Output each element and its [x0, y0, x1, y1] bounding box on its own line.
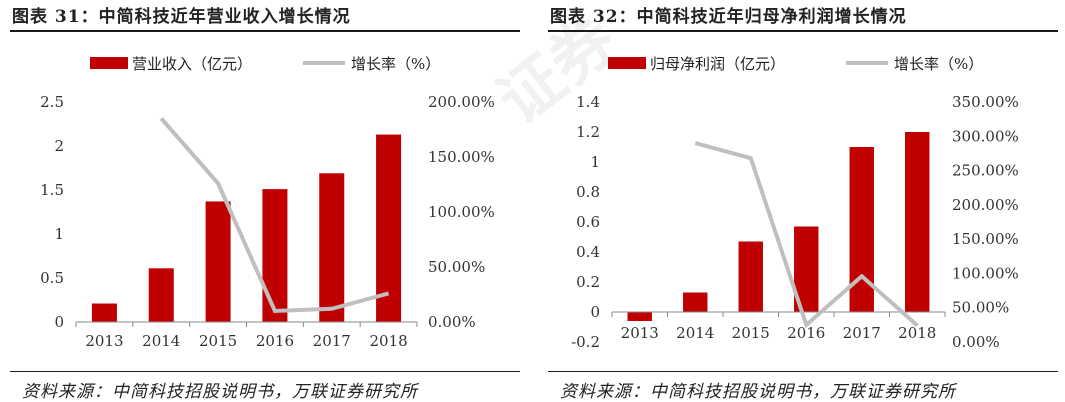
legend-bar-swatch [608, 57, 646, 69]
source-note: 资料来源：中简科技招股说明书，万联证券研究所 [560, 382, 956, 402]
y-left-tick-label: 0.5 [40, 269, 64, 287]
title-rule [548, 30, 1058, 32]
chart-net-profit: 归母净利润（亿元） 增长率（%） -0.2 0 0.2 0.4 0.6 0.8 1 1.2 1.4 0… [571, 55, 1019, 351]
y-left-tick-label: 0 [54, 313, 64, 331]
y-left-tick-label: 1.5 [40, 181, 64, 199]
y-right-tick-label: 150.00% [952, 230, 1019, 248]
growth-line [694, 141, 919, 329]
y-right-tick-label: 100.00% [952, 264, 1019, 282]
growth-line [159, 117, 390, 314]
x-tick-label: 2016 [256, 332, 294, 350]
y-right-tick-label: 200.00% [428, 93, 495, 111]
figure-title: 图表 31：中简科技近年营业收入增长情况 [12, 7, 351, 27]
title-rule [10, 30, 520, 32]
bar [205, 201, 231, 322]
bar [738, 241, 763, 312]
figure-title: 图表 32：中简科技近年归母净利润增长情况 [550, 7, 907, 27]
y-left-tick-label: 2 [54, 137, 64, 155]
y-left-tick-label: 0.2 [576, 273, 600, 291]
y-right-tick-label: 0.00% [428, 313, 476, 331]
y-left-tick-label: -0.2 [571, 333, 600, 351]
y-right-tick-label: 50.00% [952, 299, 1009, 317]
x-tick-label: 2015 [199, 332, 237, 350]
y-right-tick-label: 250.00% [952, 162, 1019, 180]
legend-bar-swatch [90, 57, 128, 69]
chart-panel-left: 图表 31：中简科技近年营业收入增长情况 营业收入（亿元） 增长率（%） 0 0.5 1… [10, 0, 520, 402]
x-tick-label: 2017 [843, 324, 881, 342]
legend-bar-label: 归母净利润（亿元） [650, 55, 785, 73]
chart-revenue: 营业收入（亿元） 增长率（%） 0 0.5 1 1.5 2 2.5 0.00% 50.00% 100… [40, 55, 495, 350]
y-left-tick-label: 1.2 [576, 123, 600, 141]
legend-line-label: 增长率（%） [894, 55, 983, 73]
y-right-tick-label: 200.00% [952, 196, 1019, 214]
x-tick-label: 2014 [142, 332, 180, 350]
y-left-tick-label: 1 [590, 153, 600, 171]
y-right-tick-label: 150.00% [428, 148, 495, 166]
source-rule [548, 371, 1058, 372]
x-tick-label: 2017 [313, 332, 351, 350]
y-right-tick-label: 300.00% [952, 127, 1019, 145]
bar [905, 132, 930, 312]
x-tick-label: 2018 [898, 324, 936, 342]
source-rule [10, 371, 520, 372]
y-left-tick-label: 2.5 [40, 93, 64, 111]
bar [627, 312, 652, 321]
y-right-tick-label: 0.00% [952, 333, 1000, 351]
y-left-tick-label: 0.8 [576, 183, 600, 201]
y-left-tick-label: 0 [590, 303, 600, 321]
x-tick-label: 2015 [732, 324, 770, 342]
legend-line-label: 增长率（%） [351, 55, 440, 73]
y-left-tick-label: 0.4 [576, 243, 600, 261]
x-tick-label: 2014 [676, 324, 714, 342]
bar [683, 292, 708, 312]
legend-bar-label: 营业收入（亿元） [132, 55, 252, 73]
bar [91, 303, 117, 322]
bar [262, 189, 288, 322]
bar [849, 147, 874, 312]
bar [376, 134, 402, 322]
x-tick-label: 2013 [85, 332, 123, 350]
chart-panel-right: 图表 32：中简科技近年归母净利润增长情况 归母净利润（亿元） 增长率（%） -0.… [548, 0, 1058, 402]
y-left-tick-label: 0.6 [576, 213, 600, 231]
y-right-tick-label: 50.00% [428, 258, 485, 276]
x-tick-label: 2016 [787, 324, 825, 342]
y-left-tick-label: 1 [54, 225, 64, 243]
bar [319, 173, 345, 322]
y-right-tick-label: 100.00% [428, 203, 495, 221]
bar [148, 268, 174, 322]
x-tick-label: 2018 [369, 332, 407, 350]
y-right-tick-label: 350.00% [952, 93, 1019, 111]
y-left-tick-label: 1.4 [576, 93, 600, 111]
x-tick-label: 2013 [621, 324, 659, 342]
source-note: 资料来源：中简科技招股说明书，万联证券研究所 [22, 382, 418, 402]
